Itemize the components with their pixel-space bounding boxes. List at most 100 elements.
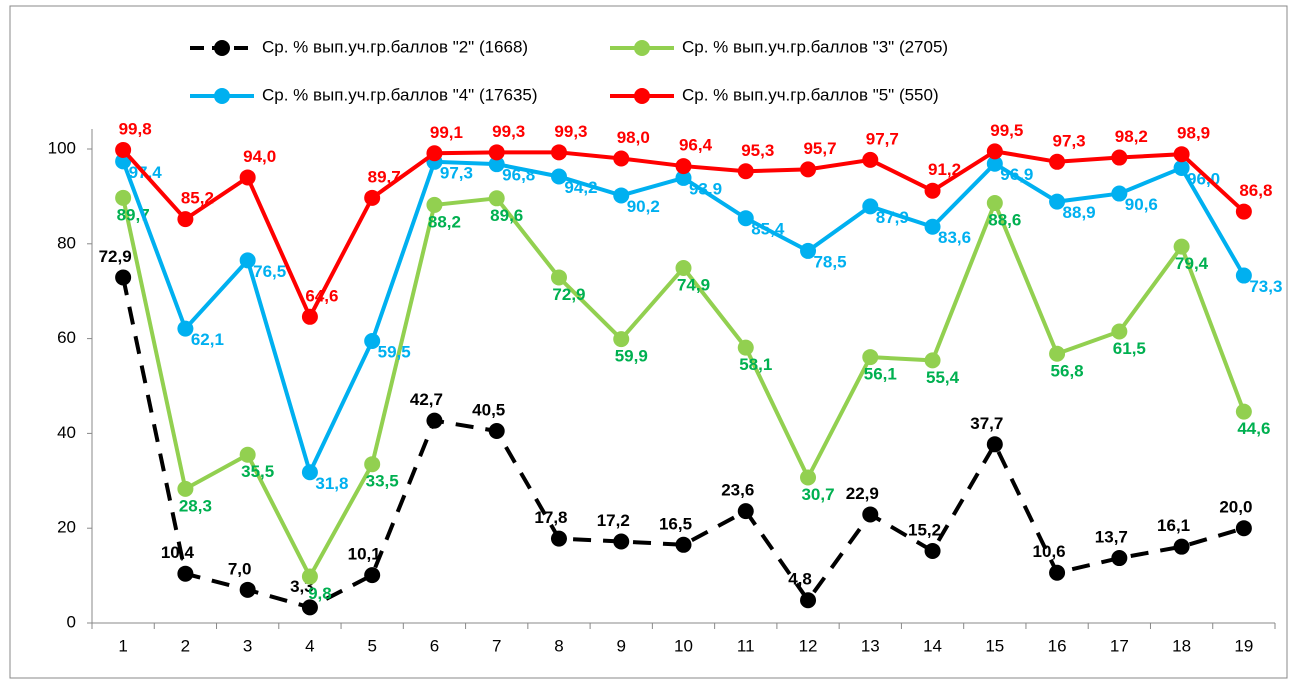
x-tick-label: 3 xyxy=(243,636,252,655)
data-point xyxy=(426,196,443,213)
data-label: 96,4 xyxy=(679,136,713,155)
x-tick-label: 4 xyxy=(305,636,314,655)
y-tick-label: 80 xyxy=(57,233,76,252)
data-point xyxy=(364,332,381,349)
data-label: 96,8 xyxy=(502,166,535,185)
data-label: 73,3 xyxy=(1249,277,1282,296)
legend-marker xyxy=(634,40,650,56)
data-label: 30,7 xyxy=(801,485,834,504)
data-point xyxy=(862,349,879,366)
data-label: 78,5 xyxy=(813,252,846,271)
data-point xyxy=(862,151,879,168)
data-point xyxy=(301,568,318,585)
data-label: 97,3 xyxy=(440,163,473,182)
data-point xyxy=(301,599,318,616)
data-point xyxy=(924,182,941,199)
data-point xyxy=(1173,538,1190,555)
data-point xyxy=(986,195,1003,212)
data-label: 23,6 xyxy=(721,481,754,500)
data-label: 90,6 xyxy=(1125,195,1158,214)
data-label: 99,3 xyxy=(492,122,525,141)
data-point xyxy=(1235,203,1252,220)
data-label: 76,5 xyxy=(253,262,286,281)
data-label: 95,3 xyxy=(741,141,774,160)
data-point xyxy=(800,469,817,486)
legend-label: Ср. % вып.уч.гр.баллов "5" (550) xyxy=(682,85,939,104)
data-label: 16,5 xyxy=(659,514,692,533)
data-point xyxy=(1173,146,1190,163)
data-label: 4,8 xyxy=(788,570,812,589)
data-label: 94,0 xyxy=(243,147,276,166)
data-label: 28,3 xyxy=(179,496,212,515)
data-label: 83,6 xyxy=(938,228,971,247)
y-tick-label: 40 xyxy=(57,423,76,442)
data-point xyxy=(1049,153,1066,170)
data-label: 98,2 xyxy=(1115,127,1148,146)
x-tick-label: 11 xyxy=(737,636,755,655)
data-point xyxy=(1049,345,1066,362)
data-point xyxy=(301,464,318,481)
data-label: 61,5 xyxy=(1113,339,1146,358)
data-point xyxy=(426,145,443,162)
data-label: 95,7 xyxy=(803,139,836,158)
data-point xyxy=(488,156,505,173)
data-label: 40,5 xyxy=(472,401,505,420)
x-tick-label: 7 xyxy=(492,636,501,655)
legend-marker xyxy=(214,40,230,56)
x-tick-label: 6 xyxy=(430,636,439,655)
data-label: 10,1 xyxy=(348,545,381,564)
data-label: 99,1 xyxy=(430,123,463,142)
x-tick-label: 8 xyxy=(554,636,563,655)
data-point xyxy=(239,446,256,463)
data-label: 96,9 xyxy=(1000,165,1033,184)
x-tick-label: 2 xyxy=(181,636,190,655)
data-point xyxy=(177,480,194,497)
data-label: 87,9 xyxy=(876,208,909,227)
legend-marker xyxy=(634,88,650,104)
legend-label: Ср. % вып.уч.гр.баллов "2" (1668) xyxy=(262,37,528,56)
data-point xyxy=(115,269,132,286)
data-point xyxy=(986,143,1003,160)
chart-frame xyxy=(9,5,1288,679)
data-label: 33,5 xyxy=(366,472,399,491)
data-label: 44,6 xyxy=(1237,419,1270,438)
data-label: 99,8 xyxy=(119,119,152,138)
data-point xyxy=(1111,149,1128,166)
data-point xyxy=(737,163,754,180)
data-label: 10,6 xyxy=(1033,542,1066,561)
data-label: 58,1 xyxy=(739,355,772,374)
data-label: 56,1 xyxy=(864,365,897,384)
data-point xyxy=(239,581,256,598)
data-label: 99,3 xyxy=(554,122,587,141)
x-tick-label: 18 xyxy=(1172,636,1191,655)
x-tick-label: 14 xyxy=(923,636,942,655)
data-point xyxy=(177,211,194,228)
data-label: 55,4 xyxy=(926,368,960,387)
data-point xyxy=(1049,564,1066,581)
y-tick-label: 100 xyxy=(48,138,76,157)
data-point xyxy=(800,242,817,259)
data-point xyxy=(986,155,1003,172)
data-label: 88,9 xyxy=(1063,203,1096,222)
data-point xyxy=(1235,403,1252,420)
data-point xyxy=(1235,520,1252,537)
data-label: 37,7 xyxy=(970,414,1003,433)
data-point xyxy=(737,503,754,520)
data-label: 16,1 xyxy=(1157,516,1190,535)
data-label: 93,9 xyxy=(689,179,722,198)
data-point xyxy=(613,150,630,167)
data-point xyxy=(800,161,817,178)
data-point xyxy=(675,158,692,175)
data-point xyxy=(301,308,318,325)
data-label: 9,8 xyxy=(308,584,332,603)
data-label: 90,2 xyxy=(627,197,660,216)
data-point xyxy=(426,412,443,429)
data-label: 10,4 xyxy=(161,543,195,562)
data-label: 74,9 xyxy=(677,275,710,294)
data-label: 88,6 xyxy=(988,211,1021,230)
data-point xyxy=(862,198,879,215)
data-label: 59,5 xyxy=(378,342,411,361)
data-point xyxy=(924,218,941,235)
y-tick-label: 20 xyxy=(57,518,76,537)
